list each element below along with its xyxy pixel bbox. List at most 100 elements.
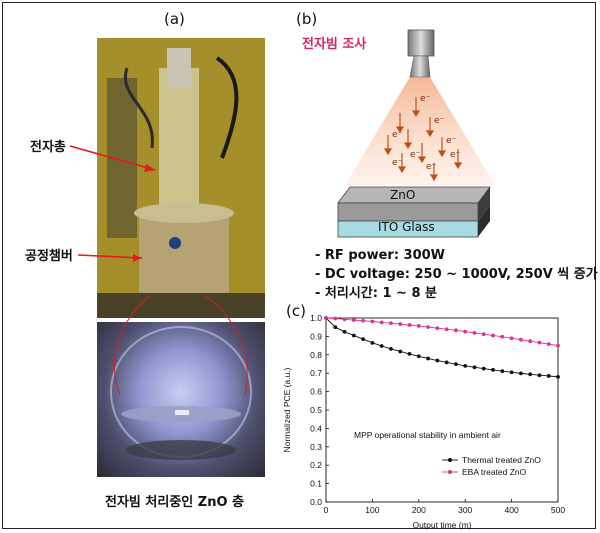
data-point: [361, 337, 366, 342]
data-point: [537, 340, 542, 345]
data-point: [509, 336, 514, 341]
data-point: [472, 365, 477, 370]
data-point: [546, 342, 551, 347]
y-tick-label: 1.0: [310, 313, 322, 323]
data-point: [481, 332, 486, 337]
arrow-process-chamber: [77, 254, 143, 259]
data-point: [379, 344, 384, 348]
data-point: [379, 320, 384, 325]
data-point: [324, 316, 328, 320]
legend-marker: [448, 470, 452, 474]
data-point: [435, 358, 440, 363]
data-point: [472, 331, 477, 335]
svg-text:e⁻: e⁻: [446, 136, 457, 146]
data-point: [518, 371, 523, 376]
ebeam-schematic: e⁻ e⁻ e⁻ e⁻ e⁻ e⁻ e⁻ e⁻: [337, 29, 495, 238]
y-tick-label: 0.3: [310, 442, 322, 452]
electron-labels: e⁻ e⁻ e⁻ e⁻ e⁻ e⁻ e⁻ e⁻: [392, 94, 461, 172]
data-point: [454, 328, 458, 333]
data-point: [500, 369, 505, 374]
panel-a-label: (a): [164, 10, 185, 28]
x-tick-label: 300: [458, 505, 472, 515]
zno-layer-side: [478, 187, 490, 221]
svg-text:e⁻: e⁻: [392, 158, 403, 168]
data-point: [426, 325, 430, 329]
x-tick-label: 100: [365, 505, 379, 515]
data-point: [518, 337, 523, 342]
arrow-head-electron-gun: [144, 164, 155, 172]
y-tick-label: 0.9: [310, 331, 322, 341]
x-axis-label: Output time (m): [412, 520, 471, 530]
data-point: [491, 367, 495, 372]
data-point: [389, 321, 393, 326]
data-point: [351, 333, 356, 338]
y-tick-label: 0.7: [310, 368, 322, 378]
data-point: [500, 334, 505, 339]
electron-arrows: [383, 97, 463, 182]
panel-c-label: (c): [286, 302, 306, 320]
svg-text:e⁻: e⁻: [450, 150, 461, 160]
x-tick-label: 0: [324, 505, 329, 515]
y-tick-label: 0.4: [310, 423, 322, 433]
chart-annotation: MPP operational stability in ambient air: [354, 430, 501, 440]
data-point: [407, 323, 412, 327]
series-line-2: [325, 317, 559, 347]
data-point: [528, 339, 533, 344]
data-point: [491, 333, 495, 338]
rf-power-item: - RF power: 300W: [315, 248, 446, 263]
arrow-electron-gun: [69, 145, 156, 171]
legend-label: EBA treated ZnO: [462, 467, 527, 477]
data-point: [370, 319, 375, 324]
x-tick-label: 200: [412, 505, 426, 515]
treatment-time-item: - 처리시간: 1 ~ 8 분: [315, 286, 438, 301]
y-tick-label: 0.0: [310, 497, 322, 507]
y-axis-ticks: 0.0 0.1 0.2 0.3 0.4 0.5 0.6 0.7 0.8 0.9 1.0: [310, 313, 329, 507]
data-point: [463, 329, 468, 334]
process-chamber-label: 공정챔버: [25, 249, 73, 264]
data-point: [351, 318, 356, 322]
data-point: [435, 326, 440, 331]
electron-gun-icon: [407, 29, 435, 57]
data-point: [556, 343, 560, 348]
zno-layer: [337, 202, 479, 222]
data-point: [546, 374, 551, 378]
stability-chart: 0.0 0.1 0.2 0.3 0.4 0.5 0.6 0.7 0.8 0.9 1.0 0 100 20…: [282, 313, 565, 530]
data-point: [454, 362, 458, 367]
data-point: [389, 347, 393, 351]
electron-gun-label: 전자총: [30, 140, 66, 155]
svg-text:e⁻: e⁻: [410, 150, 421, 160]
data-point: [333, 316, 338, 321]
data-point: [416, 354, 421, 359]
x-tick-label: 500: [551, 505, 565, 515]
y-tick-label: 0.8: [310, 350, 322, 360]
data-point: [370, 340, 375, 345]
data-point: [342, 317, 347, 322]
svg-text:e⁻: e⁻: [392, 130, 403, 140]
y-tick-label: 0.5: [310, 405, 322, 415]
legend-label: Thermal treated ZnO: [462, 455, 541, 465]
y-tick-label: 0.2: [310, 460, 322, 470]
zoom-connector-right: [204, 294, 248, 396]
data-point: [463, 363, 468, 368]
data-point: [444, 327, 449, 332]
panel-a-caption: 전자빔 처리중인 ZnO 층: [105, 495, 244, 510]
series-layer: [324, 316, 560, 379]
svg-text:e⁻: e⁻: [420, 94, 431, 104]
legend-marker: [448, 458, 452, 462]
data-point: [342, 329, 347, 334]
data-point: [481, 366, 486, 371]
process-conditions-list: - RF power: 300W - DC voltage: 250 ~ 100…: [315, 246, 598, 303]
y-axis-label: Normalized PCE (a.u.): [282, 367, 292, 452]
data-point: [416, 324, 421, 328]
svg-text:e⁻: e⁻: [426, 162, 437, 172]
panel-b-label: (b): [296, 10, 318, 28]
data-point: [398, 322, 403, 326]
data-point: [426, 356, 430, 361]
dc-voltage-item: - DC voltage: 250 ~ 1000V, 250V 씩 증가: [315, 267, 598, 282]
data-point: [361, 318, 366, 323]
data-point: [333, 325, 338, 330]
ito-glass-label: ITO Glass: [378, 220, 435, 234]
y-tick-label: 0.1: [310, 479, 322, 489]
y-tick-label: 0.6: [310, 387, 322, 397]
